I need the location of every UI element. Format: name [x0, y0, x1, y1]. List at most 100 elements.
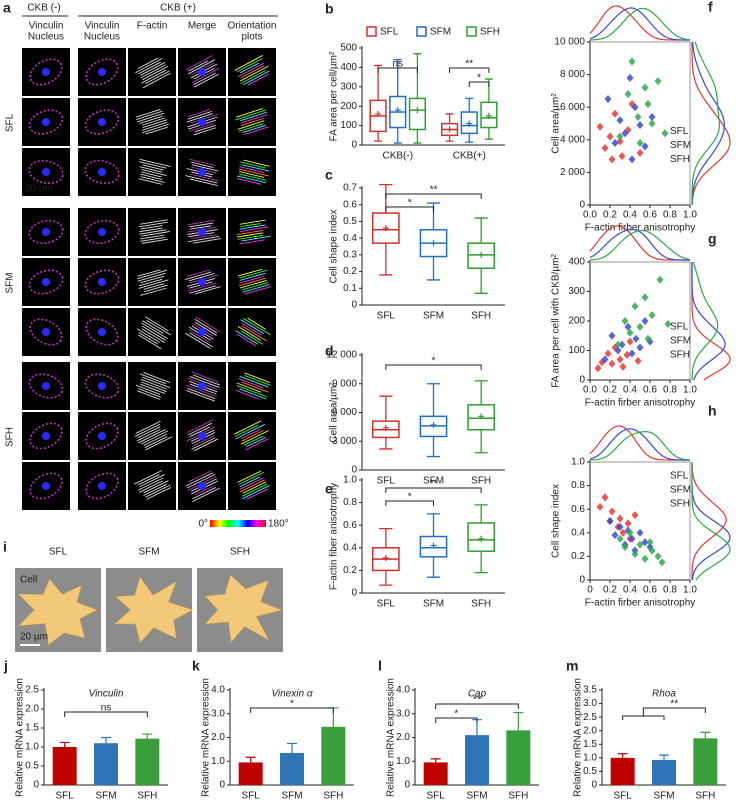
nucleus [198, 278, 206, 286]
fiber [239, 166, 265, 173]
nucleus [198, 382, 206, 390]
y-tick-label: 1.0 [25, 742, 39, 753]
group-label: CKB (-) [27, 3, 60, 14]
whisker [465, 97, 474, 113]
cell-outline [84, 109, 120, 135]
scale-bar-label: 20 µm [25, 184, 53, 195]
y-axis-label: Relative mRNA expression [201, 678, 212, 797]
fiber [144, 316, 169, 332]
fiber [142, 320, 164, 334]
column-label: SFL [49, 547, 68, 558]
fiber [142, 65, 169, 81]
whisker [426, 556, 441, 578]
scatter-point [641, 293, 649, 302]
fiber [239, 62, 260, 74]
legend-label: SFL [380, 27, 399, 38]
fiber [143, 372, 171, 384]
x-tick-label: SFL [55, 791, 74, 802]
cell-shape [204, 574, 283, 643]
fiber [184, 271, 212, 280]
cell-outline [28, 373, 64, 399]
nucleus [42, 482, 50, 490]
significance-bracket [385, 193, 482, 199]
fiber [136, 328, 160, 343]
significance-bracket [385, 487, 482, 493]
significance-label: ns [392, 59, 403, 70]
fiber [237, 326, 261, 341]
column-label: Vinculin [29, 21, 64, 32]
x-tick-label: 0.4 [623, 210, 637, 221]
fiber [139, 166, 163, 173]
y-tick-label: 0.5 [343, 216, 357, 227]
fiber [241, 164, 270, 172]
nucleus [42, 278, 50, 286]
column-label: plots [241, 32, 262, 43]
nucleus [98, 382, 106, 390]
fiber [239, 65, 269, 82]
y-axis-label: Cell area/µm² [551, 93, 562, 154]
mean-marker [375, 110, 382, 117]
cell-image [234, 55, 270, 86]
mean-marker [382, 424, 389, 431]
scatter-point [618, 340, 626, 349]
significance-label: * [408, 492, 412, 503]
y-tick-label: 9 000 [332, 378, 357, 389]
fiber [239, 269, 267, 279]
colorbar [210, 520, 266, 527]
fiber [240, 161, 266, 169]
legend-label: SFM [430, 27, 451, 38]
fiber [141, 171, 162, 178]
y-tick-label: 3.0 [583, 698, 597, 709]
fiber [144, 436, 168, 448]
significance-label: * [290, 699, 294, 710]
fiber [242, 481, 267, 494]
y-tick-label: 0.4 [343, 542, 357, 553]
legend-label: SFH [670, 349, 690, 360]
scatter-point [606, 517, 614, 525]
fiber [139, 227, 163, 233]
density-curve [589, 228, 691, 261]
colorbar-label: 0° [198, 519, 208, 530]
y-tick-label: 4.0 [211, 685, 225, 696]
fiber [144, 284, 168, 293]
y-tick-label: 1.0 [396, 756, 410, 767]
scatter-point [636, 540, 644, 549]
x-tick-label: CKB(+) [453, 151, 486, 162]
panel-label: f [708, 0, 713, 15]
legend-label: SFH [670, 154, 690, 165]
legend-label: SFL [670, 471, 689, 482]
density-curve [691, 262, 726, 381]
y-tick-label: 2.0 [211, 732, 225, 743]
x-tick-label: SFH [471, 311, 491, 322]
y-axis-label: Cell shape index [551, 484, 562, 558]
cell-image [135, 57, 171, 89]
fiber [140, 62, 166, 76]
fiber [192, 487, 217, 500]
y-tick-label: 2.0 [583, 725, 597, 736]
cell-image [84, 219, 120, 245]
cell-image [133, 470, 172, 500]
mean-marker [478, 413, 485, 420]
cell-label: Cell [20, 575, 37, 586]
column-label: F-actin [137, 21, 168, 32]
legend-label: SFM [670, 485, 691, 496]
cell-shape [17, 578, 98, 646]
y-tick-label: 2.5 [25, 685, 39, 696]
fiber [192, 487, 220, 502]
cell-outline [28, 269, 64, 295]
scatter-point [608, 155, 616, 164]
scatter-point [636, 322, 644, 331]
density-curve [589, 7, 691, 41]
cell-image [136, 316, 171, 350]
fiber [138, 429, 166, 444]
y-tick-label: 4.0 [396, 685, 410, 696]
fiber [188, 273, 215, 282]
fiber [240, 429, 261, 440]
x-tick-label: 0.4 [623, 385, 637, 396]
fiber [141, 381, 167, 393]
fiber [187, 419, 214, 433]
scatter-point [644, 334, 652, 343]
nucleus [198, 168, 206, 176]
density-curve [589, 5, 690, 41]
scatter-point [614, 346, 622, 355]
